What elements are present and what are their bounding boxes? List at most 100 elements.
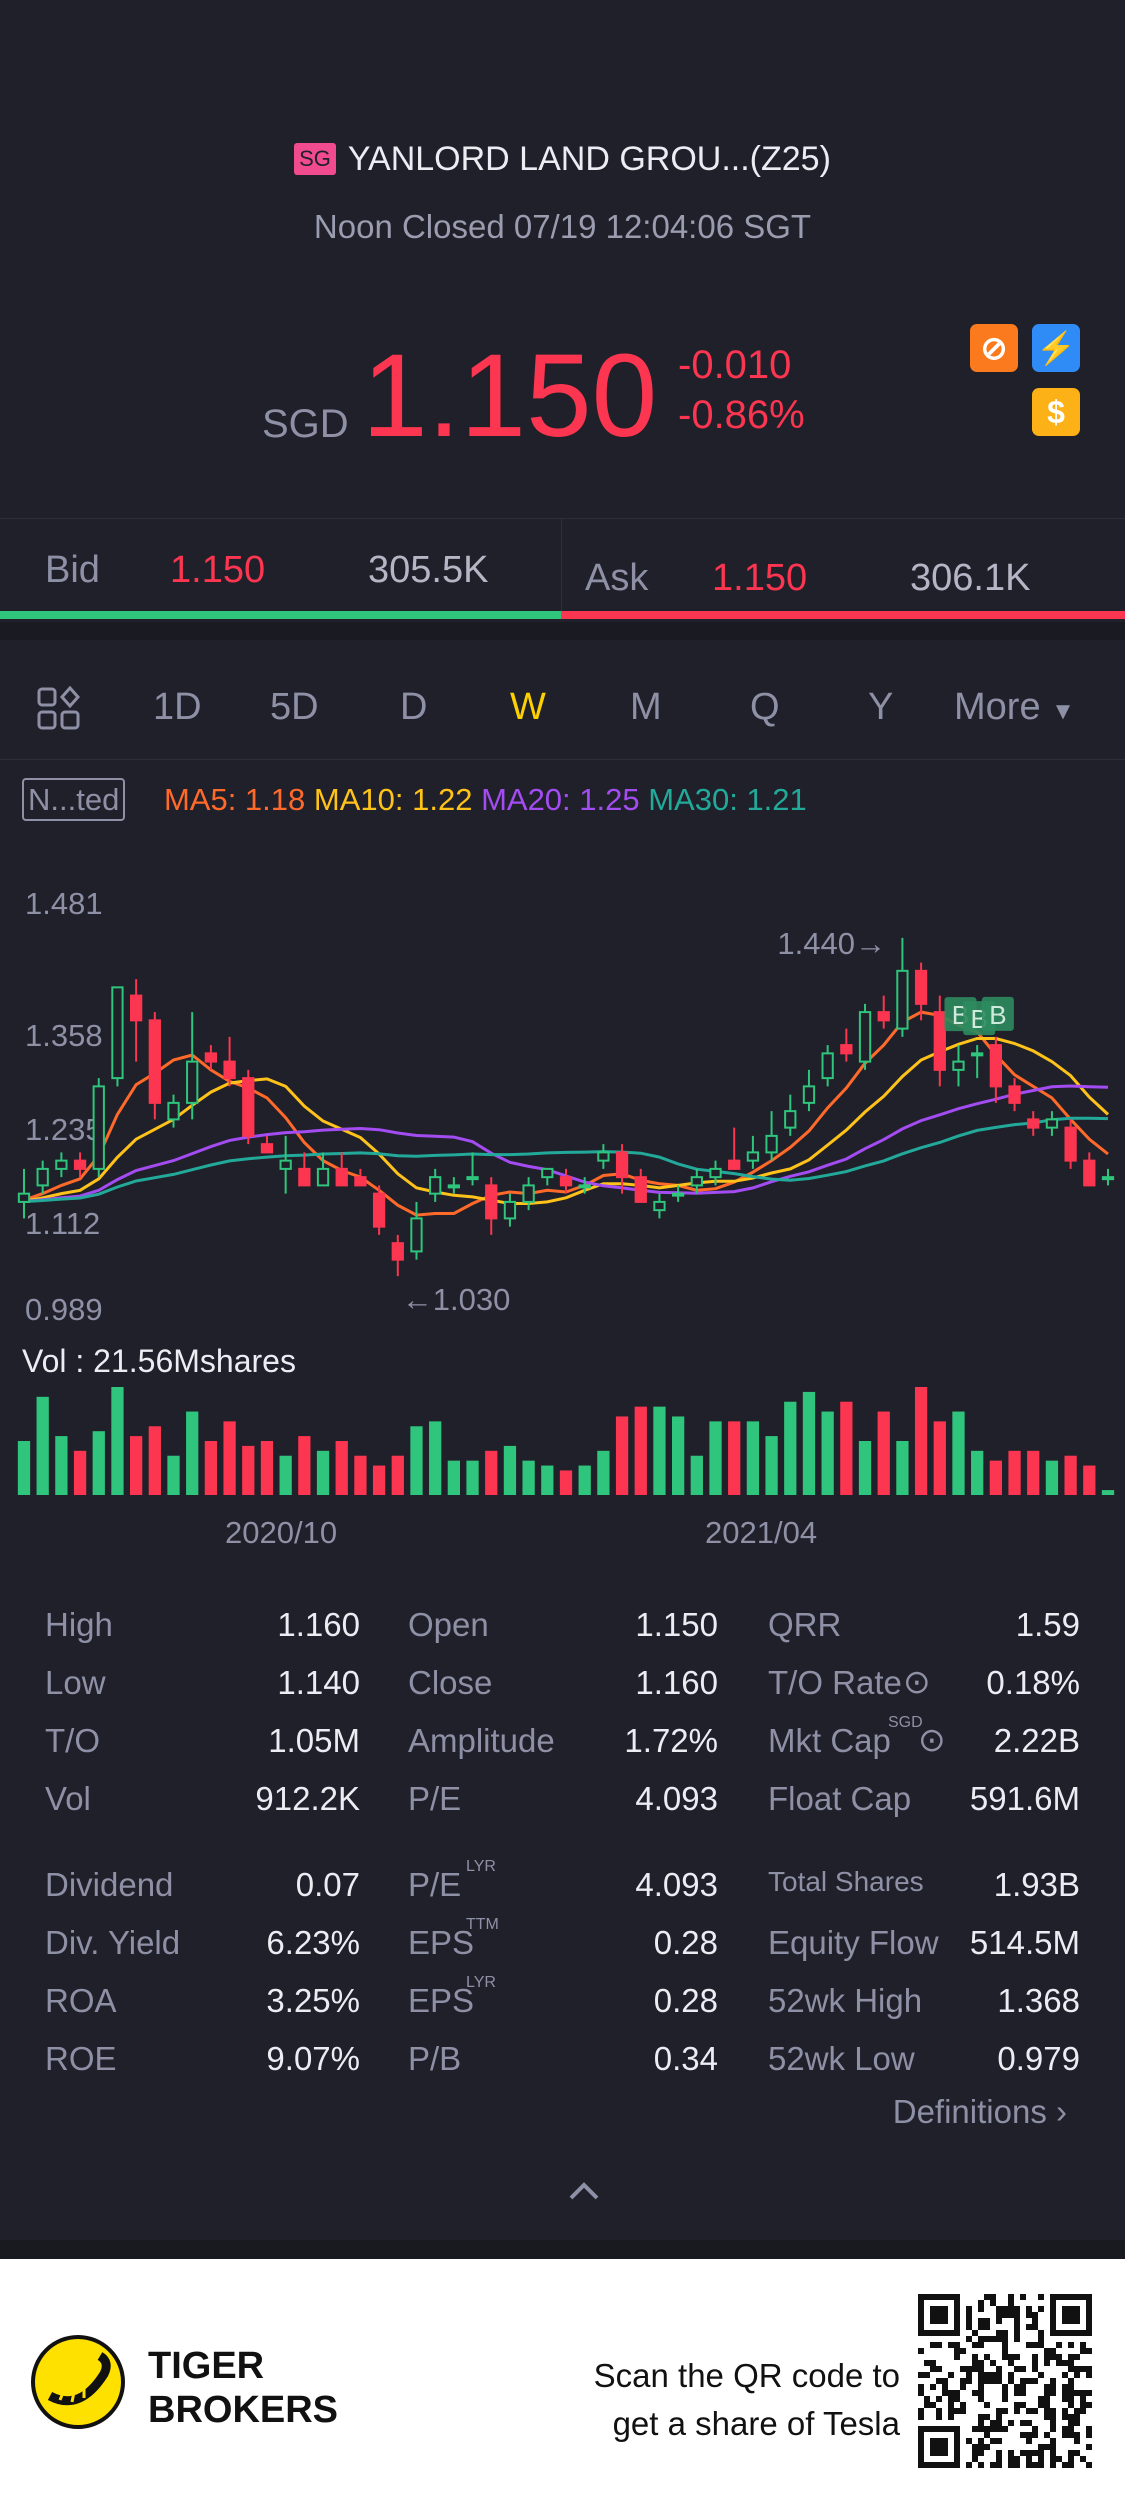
info-icon[interactable]: ⊙ (918, 1721, 946, 1758)
collapse-chevron-up-icon[interactable] (568, 2180, 600, 2202)
ma10-line (23, 1037, 1110, 1205)
tab-y[interactable]: Y (868, 686, 894, 728)
volume-bar (634, 1406, 647, 1495)
buy-marker (981, 996, 1014, 1031)
tab-1d[interactable]: 1D (153, 686, 202, 728)
definitions-label: Definitions (892, 2093, 1047, 2130)
volume-bar (17, 1441, 31, 1495)
bid-label: Bid (45, 549, 100, 591)
ma30-line (23, 1116, 1109, 1204)
flash-icon[interactable]: ⚡ (1032, 324, 1080, 372)
candle-up (316, 1167, 330, 1187)
volume-bar (92, 1431, 105, 1495)
stat-label: Float Cap (768, 1780, 912, 1817)
stat-label: Equity Flow (768, 1924, 939, 1961)
stat-label: Amplitude (408, 1722, 555, 1759)
ask-size: 306.1K (910, 557, 1031, 599)
candle-down (73, 1159, 87, 1170)
stat-label: Vol (45, 1780, 91, 1817)
candle-down (989, 1044, 1003, 1088)
tab-more[interactable]: More ▼ (954, 686, 1075, 729)
stock-name: YANLORD LAND GROU...(Z25) (347, 140, 831, 178)
stat-label: ROA (45, 1982, 117, 2019)
candle-down (634, 1176, 647, 1203)
market-badge: SG (294, 143, 336, 175)
candle-down (933, 1011, 946, 1071)
ma20-value: MA20: 1.25 (481, 782, 640, 817)
low-annotation: ←1.030 (401, 1282, 511, 1318)
y-tick: 1.481 (25, 886, 103, 921)
volume-bar (73, 1450, 87, 1495)
chevron-right-icon: › (1056, 2093, 1067, 2130)
candle-down (354, 1176, 367, 1187)
stat-value: 1.368 (997, 1982, 1080, 2019)
candle-down (1083, 1159, 1096, 1187)
definitions-link[interactable]: Definitions › (893, 2093, 1067, 2131)
candle-down (1008, 1085, 1021, 1104)
stat-label: High (45, 1606, 113, 1643)
ask-price: 1.150 (712, 557, 808, 599)
no-short-icon[interactable]: ⊘ (970, 324, 1018, 372)
change-percent: -0.86% (678, 393, 805, 437)
tab-q[interactable]: Q (750, 686, 780, 728)
volume-bar (765, 1436, 778, 1495)
candle-down (335, 1167, 348, 1187)
volume-bar (989, 1460, 1003, 1495)
stat-label: P/E (408, 1780, 462, 1817)
candle-up (858, 1011, 872, 1063)
promo-text: Scan the QR code to get a share of Tesla (594, 2352, 900, 2448)
stat-label: Total Shares (768, 1866, 924, 1897)
volume-bar (578, 1465, 591, 1495)
tab-w[interactable]: W (510, 686, 546, 728)
volume-bar (615, 1416, 629, 1495)
stat-value: 1.59 (1015, 1606, 1080, 1643)
candle-down (204, 1052, 218, 1063)
tab-m[interactable]: M (630, 686, 662, 728)
candle-down (242, 1077, 255, 1137)
buy-marker-label: B (989, 1000, 1006, 1030)
stat-label: T/O Rate (768, 1664, 902, 1701)
volume-label: Vol : 21.56Mshares (22, 1343, 296, 1379)
volume-bar (36, 1396, 49, 1495)
dividend-dollar-icon[interactable]: $ (1032, 388, 1080, 436)
candle-up (503, 1200, 517, 1220)
stat-label: Low (45, 1664, 106, 1701)
volume-bar (447, 1460, 461, 1495)
stat-value: 0.34 (653, 2040, 718, 2077)
stat-value: 591.6M (969, 1780, 1080, 1817)
stat-label: EPS (408, 1982, 475, 2019)
volume-bar (466, 1460, 479, 1495)
candle-up (709, 1167, 722, 1179)
tab-5d[interactable]: 5D (270, 686, 319, 728)
stat-value: 3.25% (266, 1982, 360, 2019)
stat-value: 2.22B (993, 1722, 1080, 1759)
candle-up (971, 1052, 984, 1057)
volume-bar (709, 1421, 722, 1495)
volume-bar (485, 1450, 498, 1495)
bid-price: 1.150 (170, 549, 266, 591)
tab-d[interactable]: D (400, 686, 428, 728)
volume-bar (223, 1421, 236, 1495)
info-icon[interactable]: ⊙ (903, 1663, 931, 1700)
grid-icon[interactable] (36, 686, 82, 732)
stat-superscript: LYR (466, 1974, 496, 1991)
candle-up (111, 986, 124, 1080)
candle-up (1045, 1118, 1059, 1129)
adjust-selector[interactable]: N...ted (22, 778, 126, 821)
volume-bar (1064, 1455, 1077, 1495)
volume-bar (1045, 1460, 1059, 1495)
volume-bar (597, 1450, 610, 1495)
volume-bar (260, 1441, 274, 1495)
candle-down (1064, 1126, 1077, 1162)
candle-up (522, 1184, 535, 1203)
low-value: 1.030 (432, 1282, 511, 1318)
volume-bar (877, 1411, 890, 1495)
divider (561, 519, 562, 615)
divider (0, 2240, 1125, 2259)
candle-up (447, 1184, 461, 1189)
more-label: More (954, 686, 1041, 728)
volume-bar (728, 1421, 741, 1495)
candle-up (821, 1052, 834, 1080)
qr-code (918, 2294, 1092, 2468)
